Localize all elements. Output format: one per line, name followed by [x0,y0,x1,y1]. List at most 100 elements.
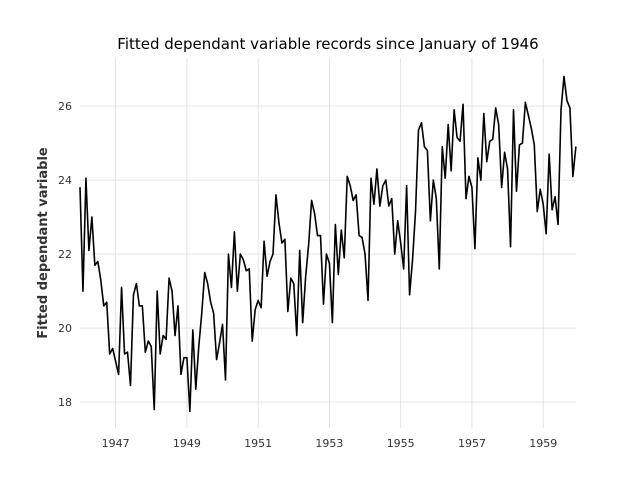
data-point [129,384,132,387]
data-point [308,244,310,246]
data-point [118,373,120,375]
data-point [349,185,351,187]
data-point [334,223,336,226]
data-point [254,309,256,311]
data-point [165,338,167,340]
data-point [115,360,117,362]
data-point [509,246,512,248]
data-point [328,262,331,264]
data-point [358,235,360,237]
data-point [426,149,428,152]
data-point [536,210,538,213]
data-point [233,231,235,233]
y-tick-label: 20 [58,322,72,335]
data-point [575,146,577,148]
data-point [204,272,206,274]
data-point [569,107,571,109]
data-point [557,223,559,226]
data-point [79,186,81,189]
data-point [180,373,182,375]
data-point [400,242,402,244]
x-tick-label: 1951 [244,437,272,450]
data-point [299,249,301,251]
data-point [444,177,446,179]
data-point [162,334,164,337]
data-point [85,177,87,179]
data-point [218,342,221,344]
data-point [453,109,455,111]
data-point [192,329,194,331]
x-tick-label: 1957 [458,437,486,450]
data-point [135,283,138,285]
data-point [100,279,102,281]
data-point [123,353,126,355]
series-line [79,75,577,413]
data-point [524,101,526,103]
data-point [495,107,497,109]
data-point [150,346,152,348]
data-point [183,357,185,359]
data-point [489,140,491,142]
data-point [331,321,333,324]
data-point [296,334,298,337]
data-point [213,312,215,314]
data-point [477,157,479,159]
data-point [403,268,405,270]
data-point [388,205,390,207]
data-point [242,259,244,261]
data-point [103,305,105,307]
data-point [313,212,316,214]
data-point [533,144,535,146]
data-point [168,277,170,279]
data-point [506,168,509,170]
data-point [132,294,135,296]
data-point [337,273,339,276]
data-point [370,177,372,179]
data-point [260,307,262,309]
data-point [236,290,238,292]
data-point [512,109,515,111]
data-point [486,161,488,163]
data-point [275,194,277,196]
data-point [153,408,155,411]
x-tick-label: 1953 [315,437,343,450]
data-point [287,310,289,313]
data-point [551,209,553,211]
data-point [257,299,259,301]
data-point [456,136,458,139]
data-point [141,305,143,307]
data-point [376,168,378,170]
data-point [156,290,158,292]
data-point [210,301,212,303]
data-point [566,99,568,102]
data-points [79,75,577,412]
data-point [195,388,197,390]
y-axis-label: Fitted dependant variable [36,147,51,339]
data-point [88,249,90,251]
data-point [207,283,209,285]
data-point [198,346,200,348]
data-point [269,260,271,263]
data-point [325,253,328,255]
data-point [144,351,146,353]
data-point [126,351,129,353]
chart-title: Fitted dependant variable records since … [117,35,538,53]
data-point [521,142,524,144]
data-point [94,264,96,266]
y-tick-label: 18 [58,396,72,409]
data-point [248,268,250,270]
data-point [385,179,387,181]
data-point [340,229,342,231]
data-point [504,151,506,153]
data-point [545,233,547,235]
data-point [411,259,414,261]
data-point [465,198,467,200]
data-point [432,179,434,181]
data-point [109,353,111,355]
x-tick-label: 1949 [173,437,201,450]
data-point [284,238,286,240]
data-point [560,109,562,111]
data-point [361,236,363,239]
data-point [468,175,470,177]
